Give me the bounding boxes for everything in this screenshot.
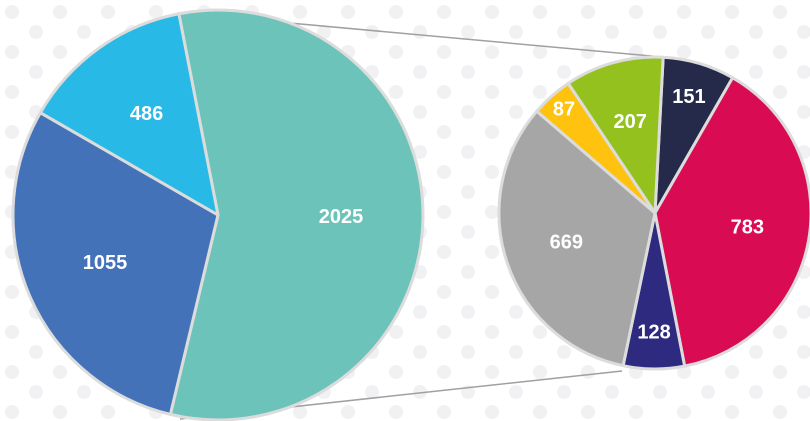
pie-slice [653, 76, 810, 368]
data-label: 783 [731, 217, 764, 239]
data-label: 87 [553, 99, 575, 121]
data-label: 1055 [83, 252, 128, 274]
pie-slice [497, 109, 657, 368]
data-label: 486 [130, 103, 163, 125]
pie-slice [566, 55, 665, 215]
pie-slice [168, 8, 425, 421]
data-label: 151 [672, 86, 705, 108]
pie-slice [38, 12, 220, 217]
data-label: 128 [637, 321, 670, 343]
data-label: 207 [613, 111, 646, 133]
pie-slice [11, 111, 220, 416]
data-label: 669 [550, 231, 583, 253]
data-label: 2025 [319, 206, 364, 228]
